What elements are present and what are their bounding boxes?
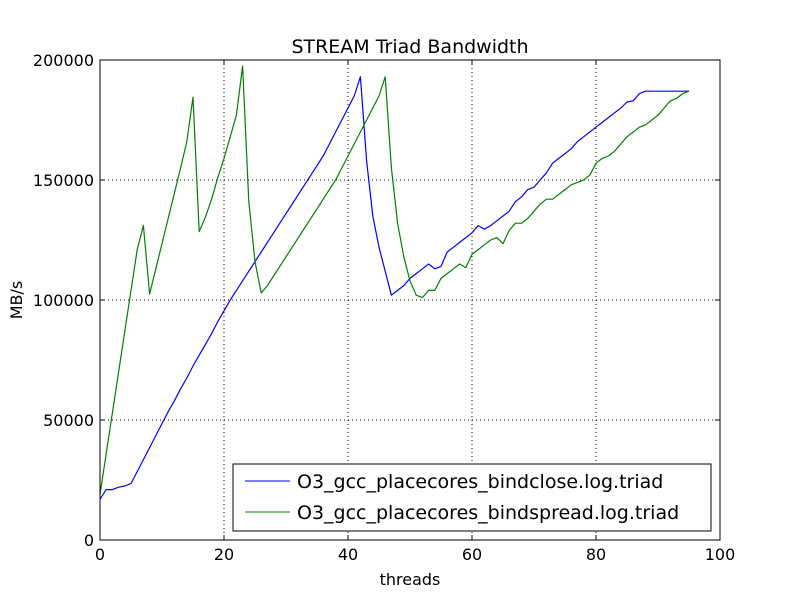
y-tick-label: 0 [84, 531, 94, 550]
y-tick-label: 200000 [33, 51, 94, 70]
series-line-0 [99, 76, 689, 500]
x-tick-label: 60 [462, 545, 482, 564]
x-tick-label: 100 [705, 545, 736, 564]
ticks: 0 20 40 60 80 100 0 50000 100000 150000 200000 [33, 51, 735, 564]
x-tick-label: 40 [338, 545, 358, 564]
y-tick-label: 50000 [43, 411, 94, 430]
x-tick-label: 80 [586, 545, 606, 564]
series-layer [99, 65, 690, 500]
x-tick-label: 0 [95, 545, 105, 564]
y-axis-label: MB/s [7, 281, 26, 320]
legend-label-bindclose: O3_gcc_placecores_bindclose.log.triad [297, 471, 663, 493]
series-line-1 [99, 65, 690, 495]
y-tick-label: 150000 [33, 171, 94, 190]
legend-label-bindspread: O3_gcc_placecores_bindspread.log.triad [297, 502, 679, 524]
legend: O3_gcc_placecores_bindclose.log.triad O3… [232, 463, 712, 532]
grid [100, 60, 720, 540]
y-tick-label: 100000 [33, 291, 94, 310]
chart-title: STREAM Triad Bandwidth [291, 36, 528, 58]
x-axis-label: threads [380, 570, 441, 589]
legend-frame [232, 463, 712, 532]
x-tick-label: 20 [214, 545, 234, 564]
